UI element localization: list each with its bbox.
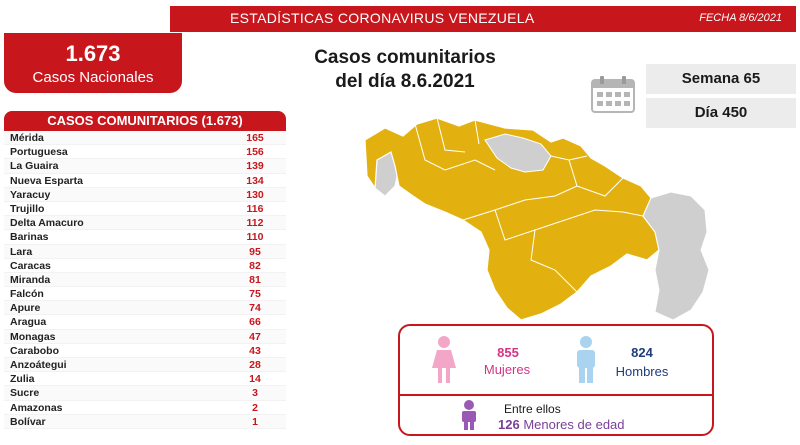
state-name: La Guaira bbox=[10, 160, 59, 173]
case-count: 1 bbox=[252, 415, 258, 428]
map-region-yellow bbox=[364, 117, 660, 321]
case-count: 82 bbox=[249, 259, 261, 272]
state-name: Amazonas bbox=[10, 401, 63, 414]
national-cases-label: Casos Nacionales bbox=[32, 69, 154, 86]
calendar-icon bbox=[591, 76, 635, 113]
case-count: 75 bbox=[249, 288, 261, 301]
case-count: 74 bbox=[249, 302, 261, 315]
state-name: Anzoátegui bbox=[10, 359, 67, 371]
case-count: 139 bbox=[246, 160, 264, 173]
table-row: Anzoátegui 28 bbox=[4, 358, 286, 373]
minor-count: 126 bbox=[498, 417, 520, 432]
state-name: Yaracuy bbox=[10, 188, 51, 201]
case-count: 2 bbox=[252, 401, 258, 414]
female-count: 855 bbox=[497, 345, 519, 360]
table-row: Monagas 47 bbox=[4, 329, 286, 344]
header-bar: ESTADÍSTICAS CORONAVIRUS VENEZUELA FECHA… bbox=[170, 6, 796, 32]
header-date: FECHA 8/6/2021 bbox=[699, 12, 782, 24]
title-line-1: Casos comunitarios bbox=[314, 47, 496, 68]
state-name: Aragua bbox=[10, 316, 47, 329]
case-count: 3 bbox=[252, 387, 258, 400]
gender-breakdown-card: 855 Mujeres 824 Hombres Entre ellos 126 … bbox=[398, 324, 714, 436]
national-cases-count: 1.673 bbox=[65, 41, 121, 66]
state-name: Zulia bbox=[10, 373, 35, 386]
male-label: Hombres bbox=[615, 364, 669, 379]
state-name: Carabobo bbox=[10, 344, 60, 357]
minor-count-line: 126 Menores de edad bbox=[498, 417, 625, 432]
female-icon bbox=[432, 336, 456, 383]
table-row: Delta Amacuro 112 bbox=[4, 216, 286, 231]
state-name: Trujillo bbox=[10, 202, 45, 215]
minor-intro: Entre ellos bbox=[504, 402, 561, 416]
table-row: Carabobo 43 bbox=[4, 344, 286, 358]
case-count: 81 bbox=[249, 273, 261, 286]
table-row: Falcón 75 bbox=[4, 287, 286, 302]
state-name: Caracas bbox=[10, 259, 51, 272]
table-header: CASOS COMUNITARIOS (1.673) bbox=[4, 111, 286, 131]
day-box: Día 450 bbox=[646, 98, 796, 128]
table-row: Sucre 3 bbox=[4, 386, 286, 401]
table-row: Aragua 66 bbox=[4, 315, 286, 330]
case-count: 116 bbox=[246, 202, 264, 215]
case-count: 130 bbox=[246, 188, 264, 201]
case-count: 134 bbox=[246, 174, 264, 187]
table-row: Zulia 14 bbox=[4, 372, 286, 387]
header-title: ESTADÍSTICAS CORONAVIRUS VENEZUELA bbox=[230, 10, 535, 26]
state-name: Monagas bbox=[10, 330, 56, 343]
case-count: 14 bbox=[249, 373, 261, 386]
table-row: Bolívar 1 bbox=[4, 414, 286, 429]
table-row: Caracas 82 bbox=[4, 259, 286, 273]
case-count: 28 bbox=[249, 359, 261, 371]
week-box: Semana 65 bbox=[646, 64, 796, 94]
table-row: Yaracuy 130 bbox=[4, 187, 286, 202]
state-name: Miranda bbox=[10, 273, 51, 286]
state-name: Barinas bbox=[10, 231, 49, 244]
card-divider bbox=[400, 394, 712, 396]
table-row: Portuguesa 156 bbox=[4, 145, 286, 160]
table-row: Lara 95 bbox=[4, 244, 286, 259]
title-line-2: del día 8.6.2021 bbox=[335, 71, 475, 92]
case-count: 47 bbox=[249, 330, 261, 343]
state-name: Nueva Esparta bbox=[10, 174, 83, 187]
state-name: Sucre bbox=[10, 387, 40, 400]
female-label: Mujeres bbox=[483, 362, 531, 377]
male-icon bbox=[577, 336, 595, 383]
state-name: Portuguesa bbox=[10, 146, 68, 159]
state-name: Delta Amacuro bbox=[10, 217, 84, 230]
venezuela-map bbox=[364, 117, 710, 321]
case-count: 95 bbox=[249, 245, 261, 258]
table-row: Barinas 110 bbox=[4, 230, 286, 245]
table-row: Amazonas 2 bbox=[4, 401, 286, 415]
case-count: 112 bbox=[246, 217, 264, 230]
cases-table: CASOS COMUNITARIOS (1.673) Mérida 165 Port… bbox=[4, 111, 286, 429]
case-count: 66 bbox=[249, 316, 261, 329]
table-row: Trujillo 116 bbox=[4, 202, 286, 217]
male-count: 824 bbox=[631, 345, 653, 360]
table-row: Miranda 81 bbox=[4, 272, 286, 288]
minor-label: Menores de edad bbox=[523, 417, 625, 432]
state-name: Falcón bbox=[10, 288, 44, 301]
state-name: Bolívar bbox=[10, 415, 46, 428]
table-row: La Guaira 139 bbox=[4, 159, 286, 174]
state-name: Apure bbox=[10, 302, 41, 315]
national-cases-box: 1.673 Casos Nacionales bbox=[4, 33, 182, 93]
case-count: 165 bbox=[246, 132, 264, 144]
state-name: Mérida bbox=[10, 132, 44, 144]
case-count: 110 bbox=[246, 231, 264, 244]
child-icon bbox=[462, 400, 476, 430]
table-row: Mérida 165 bbox=[4, 131, 286, 146]
table-row: Nueva Esparta 134 bbox=[4, 174, 286, 188]
map-region-north bbox=[484, 133, 552, 173]
table-body: Mérida 165 Portuguesa 156 La Guaira 139 Nueva … bbox=[4, 131, 286, 429]
table-row: Apure 74 bbox=[4, 301, 286, 316]
state-name: Lara bbox=[10, 245, 33, 258]
case-count: 43 bbox=[249, 344, 261, 357]
map-region-bolivar bbox=[642, 191, 710, 321]
case-count: 156 bbox=[246, 146, 264, 159]
page-title: Casos comunitarios del día 8.6.2021 bbox=[270, 46, 540, 94]
